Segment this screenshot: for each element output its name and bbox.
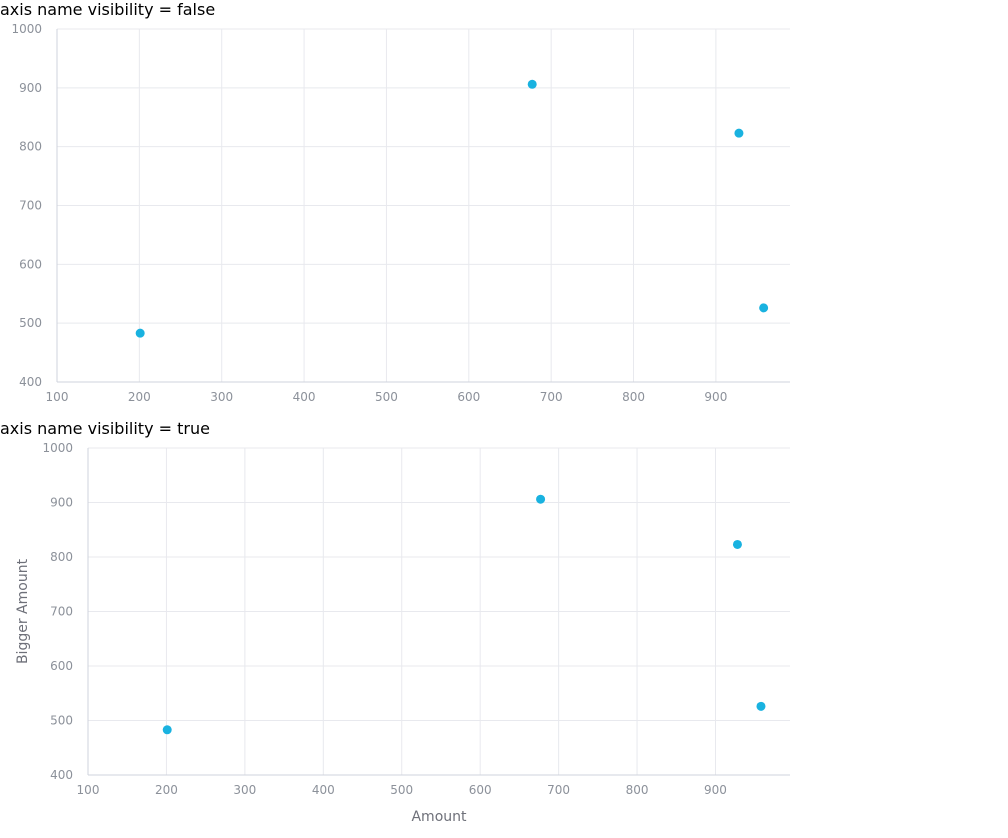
y-tick-label: 700 [50,605,73,619]
x-tick-label: 500 [375,390,398,404]
y-tick-label: 400 [19,375,42,389]
y-tick-label: 1000 [11,22,42,36]
y-tick-label: 600 [19,257,42,271]
y-tick-label: 400 [50,768,73,782]
x-tick-label: 100 [77,783,100,797]
scatter-point [536,494,546,504]
y-tick-label: 700 [19,199,42,213]
x-tick-label: 400 [293,390,316,404]
scatter-point [734,128,744,138]
x-tick-label: 700 [540,390,563,404]
y-axis-title: Bigger Amount [15,558,31,664]
y-tick-label: 900 [19,81,42,95]
x-tick-label: 600 [457,390,480,404]
x-axis-title: Amount [411,809,467,825]
x-tick-label: 500 [390,783,413,797]
scatter-point [756,701,766,711]
x-tick-label: 800 [626,783,649,797]
y-tick-label: 1000 [42,441,73,455]
scatter-point [732,539,742,549]
x-tick-label: 700 [547,783,570,797]
y-tick-label: 600 [50,659,73,673]
x-tick-label: 200 [155,783,178,797]
x-tick-label: 400 [312,783,335,797]
x-tick-label: 600 [469,783,492,797]
scatter-point [759,303,769,313]
x-tick-label: 900 [704,783,727,797]
y-tick-label: 800 [19,140,42,154]
x-tick-label: 100 [46,390,69,404]
y-tick-label: 800 [50,550,73,564]
x-tick-label: 300 [210,390,233,404]
y-tick-label: 500 [19,316,42,330]
scatter-point [527,79,537,89]
x-tick-label: 900 [704,390,727,404]
x-tick-label: 800 [622,390,645,404]
x-tick-label: 200 [128,390,151,404]
scatter-point [135,328,145,338]
chart-title: axis name visibility = false [0,0,216,19]
y-tick-label: 500 [50,714,73,728]
chart-title: axis name visibility = true [0,419,210,438]
x-tick-label: 300 [233,783,256,797]
y-tick-label: 900 [50,496,73,510]
scatter-point [162,725,172,735]
